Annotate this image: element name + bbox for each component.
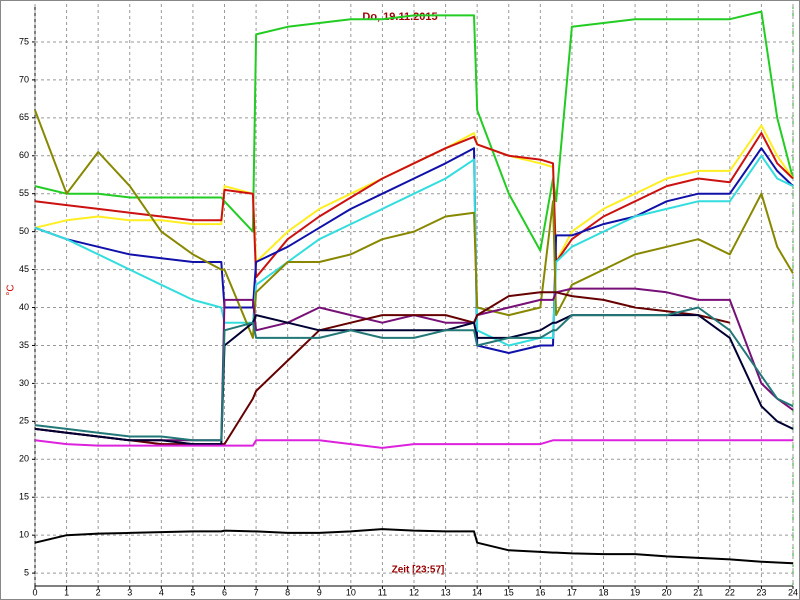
y-tick-label: 20	[19, 454, 29, 464]
x-tick-label: 7	[254, 587, 259, 597]
y-tick-label: 45	[19, 264, 29, 274]
series-line	[34, 439, 793, 449]
y-tick-label: 70	[19, 74, 29, 84]
x-tick-label: 17	[567, 587, 577, 597]
x-tick-label: 3	[127, 587, 132, 597]
x-tick-label: 4	[159, 587, 164, 597]
x-tick-label: 0	[32, 587, 37, 597]
x-tick-label: 15	[504, 587, 514, 597]
x-tick-label: 21	[693, 587, 703, 597]
x-tick-label: 22	[725, 587, 735, 597]
x-tick-label: 2	[96, 587, 101, 597]
y-tick-label: 50	[19, 226, 29, 236]
y-tick-label: 10	[19, 530, 29, 540]
x-tick-label: 12	[409, 587, 419, 597]
x-tick-label: 18	[598, 587, 608, 597]
x-tick-label: 19	[630, 587, 640, 597]
y-axis-label: °C	[6, 284, 17, 295]
y-tick-label: 5	[24, 567, 29, 577]
y-tick-label: 40	[19, 302, 29, 312]
y-tick-label: 35	[19, 340, 29, 350]
x-tick-label: 13	[441, 587, 451, 597]
series-line	[34, 147, 794, 354]
x-tick-label: 11	[378, 587, 387, 597]
x-tick-label: 23	[756, 587, 766, 597]
x-tick-label: 9	[317, 587, 322, 597]
x-tick-label: 14	[472, 587, 482, 597]
x-tick-label: 24	[788, 587, 798, 597]
x-tick-label: 1	[64, 587, 69, 597]
x-tick-label: 16	[535, 587, 545, 597]
x-axis-label: Zeit [23:57]	[392, 565, 445, 576]
x-tick-label: 20	[662, 587, 672, 597]
x-tick-label: 6	[222, 587, 227, 597]
series-line	[34, 528, 794, 565]
series-line	[34, 306, 794, 442]
y-tick-label: 65	[19, 112, 29, 122]
series-line	[34, 109, 794, 339]
x-tick-label: 5	[190, 587, 195, 597]
y-tick-label: 30	[19, 378, 29, 388]
series-line	[34, 154, 794, 347]
series-line	[34, 132, 794, 279]
x-tick-label: 8	[285, 587, 290, 597]
series-line	[34, 10, 794, 252]
y-tick-label: 75	[19, 36, 29, 46]
y-tick-label: 60	[19, 150, 29, 160]
y-tick-label: 15	[19, 492, 29, 502]
x-tick-label: 10	[346, 587, 356, 597]
y-tick-label: 55	[19, 188, 29, 198]
series-line	[34, 291, 731, 446]
y-tick-label: 25	[19, 416, 29, 426]
